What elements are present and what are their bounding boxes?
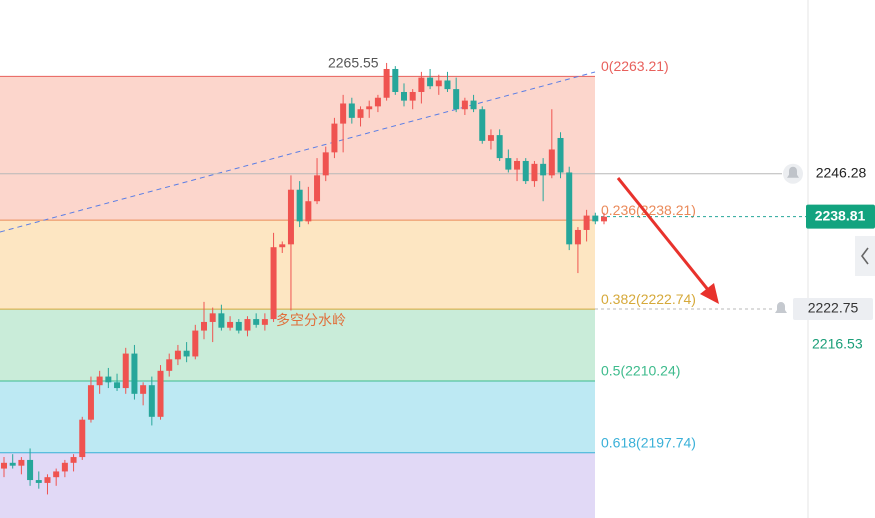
candle-body (583, 215, 590, 230)
fib-label: 0(2263.21) (601, 58, 669, 74)
candle-body (148, 385, 155, 417)
candle-body (479, 109, 486, 141)
candle-body (79, 419, 86, 458)
last-price-label: 2238.81 (815, 207, 866, 223)
annotation: 多空分水岭 (276, 312, 346, 328)
candle-body (444, 80, 451, 90)
candle-body (114, 382, 121, 389)
fib-zone (0, 309, 595, 381)
candle-body (270, 247, 277, 320)
fib-zone (0, 220, 595, 310)
collapse-button[interactable] (855, 236, 875, 276)
candle-body (514, 160, 521, 170)
candle-body (1, 462, 7, 469)
candle-body (592, 215, 599, 222)
candle-body (27, 459, 34, 481)
candle-body (374, 97, 381, 107)
candle-body (18, 459, 25, 466)
candle-body (453, 89, 460, 110)
candle-body (9, 462, 16, 466)
candle-body (331, 123, 338, 153)
y-tick-label: 2216.53 (812, 335, 863, 351)
candle-body (409, 91, 416, 101)
candle-body (244, 319, 251, 331)
candle-body (522, 160, 529, 182)
candle-body (470, 100, 477, 110)
alert-price-label: 2246.28 (816, 164, 867, 180)
candle-body (531, 163, 538, 182)
bell-icon (775, 302, 787, 314)
candle-body (44, 477, 51, 483)
arrow (616, 177, 719, 304)
fib-label: 0.236(2238.21) (601, 202, 696, 218)
candle-body (566, 172, 573, 245)
plot: 0(2263.21) 0.236(2238.21) 0.382(2222.74) 0.… (0, 55, 875, 495)
candle-body (383, 68, 390, 98)
candle-body (166, 359, 173, 371)
candle-body (418, 77, 425, 92)
candle-body (427, 77, 434, 87)
high-label: 2265.55 (328, 55, 379, 71)
candle-body (540, 163, 547, 176)
candle-body (192, 330, 199, 357)
candle-body (131, 353, 138, 394)
candle-body (435, 80, 442, 87)
candle-body (348, 103, 355, 118)
fib-zone (0, 452, 595, 518)
candle-body (287, 189, 294, 245)
fib-zones (0, 75, 595, 518)
candle-body (601, 216, 607, 222)
candle-body (183, 350, 190, 357)
candle-body (305, 201, 312, 222)
candle-body (157, 370, 164, 417)
candle-body (322, 152, 329, 176)
candle-body (505, 158, 512, 170)
candle-body (201, 321, 207, 331)
candle-body (70, 457, 77, 463)
candle-body (61, 462, 68, 472)
candle-body (218, 313, 225, 328)
candle-body (340, 103, 347, 124)
fib-label: 0.5(2210.24) (601, 363, 680, 379)
candle-body (227, 321, 234, 328)
alert-price-box (793, 298, 873, 321)
candle-body (209, 313, 216, 322)
candle-body (105, 376, 112, 383)
candle-body (96, 376, 103, 386)
candle-body (35, 480, 42, 483)
fib-label: 0.618(2197.74) (601, 435, 696, 451)
candle-body (122, 353, 129, 389)
candle-body (548, 149, 555, 176)
candle-body (357, 109, 364, 118)
candle-body (140, 385, 147, 394)
candle-body (487, 135, 494, 141)
candle-body (235, 321, 242, 331)
candle-body (174, 350, 181, 360)
candle-body (296, 189, 303, 222)
candle-body (261, 319, 268, 325)
alert-price-label: 2222.75 (808, 300, 859, 316)
candle-body (392, 68, 399, 92)
bell-icon (787, 166, 799, 178)
fib-label: 0.382(2222.74) (601, 291, 696, 307)
candle-body (401, 91, 407, 101)
candle-body (461, 100, 468, 110)
candle-body (253, 319, 260, 325)
candle-body (557, 137, 564, 173)
candle-body (87, 385, 94, 420)
candle-body (279, 244, 286, 248)
candle-body (574, 229, 581, 245)
candle-body (314, 175, 321, 202)
trend-line (0, 71, 596, 233)
candle-body (53, 471, 60, 478)
candle-body (366, 106, 373, 110)
candle-body (496, 135, 503, 159)
last-price-box (806, 204, 875, 229)
